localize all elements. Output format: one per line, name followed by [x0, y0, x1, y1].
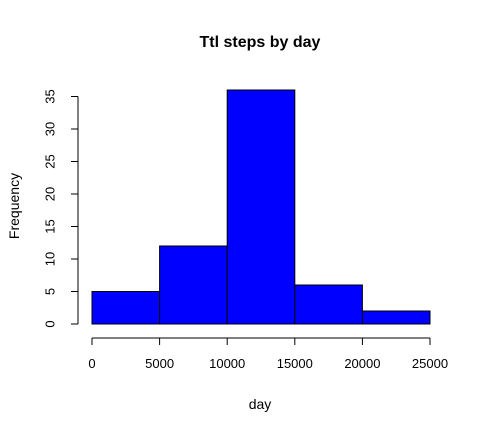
y-tick-label: 30 [43, 122, 58, 136]
y-tick-label: 15 [43, 219, 58, 233]
y-axis-label: Frequency [6, 173, 22, 239]
x-tick-label: 25000 [412, 356, 448, 371]
y-tick-label: 35 [43, 89, 58, 103]
histogram-bar-3 [227, 90, 295, 324]
histogram-bar-5 [362, 311, 430, 324]
x-tick-label: 5000 [145, 356, 174, 371]
histogram-bar-2 [160, 246, 228, 324]
histogram-bar-4 [295, 285, 363, 324]
y-tick-label: 20 [43, 187, 58, 201]
y-tick-label: 25 [43, 154, 58, 168]
chart-title: Ttl steps by day [200, 34, 321, 51]
x-tick-label: 10000 [209, 356, 245, 371]
x-axis-label: day [249, 396, 272, 412]
x-tick-label: 15000 [277, 356, 313, 371]
x-tick-label: 0 [88, 356, 95, 371]
y-tick-label: 0 [43, 320, 58, 327]
y-tick-label: 10 [43, 252, 58, 266]
y-tick-label: 5 [43, 288, 58, 295]
x-tick-label: 20000 [344, 356, 380, 371]
histogram-bar-1 [92, 292, 160, 325]
